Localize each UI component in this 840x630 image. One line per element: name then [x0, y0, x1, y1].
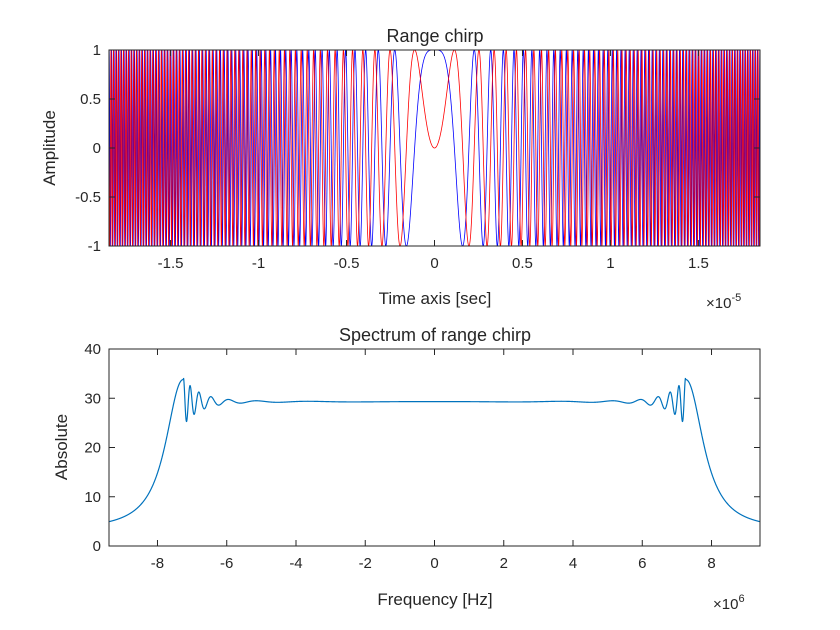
- spectrum-x-tick-label: 6: [638, 555, 646, 572]
- spectrum-x-exponent: ×106: [713, 593, 745, 613]
- chirp-x-exponent: ×10-5: [706, 292, 741, 312]
- spectrum-series-line: [109, 377, 760, 523]
- spectrum-x-tick-label: 0: [430, 555, 438, 572]
- chirp-real-series-line: [109, 50, 760, 246]
- chirp-x-tick-label: 1.5: [688, 255, 709, 272]
- chirp-subplot: Range chirp -1.5 -1 -0.5 0 0.5 1 1.5 -1 -0.5 0 0.…: [40, 26, 761, 312]
- spectrum-y-tick-label: 30: [84, 390, 101, 407]
- spectrum-y-tick-label: 40: [84, 341, 101, 358]
- spectrum-y-tick-label: 20: [84, 440, 101, 457]
- spectrum-x-tick-label: -2: [359, 555, 372, 572]
- chirp-y-tick-label: 0.5: [80, 91, 101, 108]
- spectrum-x-axis-label: Frequency [Hz]: [377, 590, 492, 609]
- spectrum-x-tick-label: 8: [707, 555, 715, 572]
- spectrum-x-tick-label: 2: [500, 555, 508, 572]
- spectrum-subplot: Spectrum of range chirp -8 -6 -4 -2 0 2 4 6 8 0 1…: [52, 325, 761, 613]
- chirp-y-axis-label: Amplitude: [40, 110, 59, 186]
- chirp-title: Range chirp: [386, 26, 483, 46]
- chirp-plot-area: [109, 50, 760, 246]
- chirp-x-tick-label: 1: [606, 255, 614, 272]
- spectrum-y-ticks: 0 10 20 30 40: [84, 341, 760, 555]
- chirp-y-tick-label: -1: [88, 238, 101, 255]
- spectrum-x-tick-label: -8: [151, 555, 164, 572]
- chirp-x-ticks: -1.5 -1 -0.5 0 0.5 1 1.5: [158, 50, 709, 272]
- spectrum-x-tick-label: -4: [289, 555, 302, 572]
- chirp-y-ticks: -1 -0.5 0 0.5 1: [75, 42, 760, 255]
- spectrum-title: Spectrum of range chirp: [339, 325, 531, 345]
- chirp-imaginary-series-line: [109, 50, 760, 246]
- spectrum-x-ticks: -8 -6 -4 -2 0 2 4 6 8: [151, 349, 716, 572]
- chirp-x-axis-label: Time axis [sec]: [379, 289, 492, 308]
- chirp-y-tick-label: 1: [93, 42, 101, 59]
- spectrum-y-tick-label: 0: [93, 538, 101, 555]
- chirp-y-tick-label: 0: [93, 140, 101, 157]
- spectrum-y-tick-label: 10: [84, 489, 101, 506]
- spectrum-x-tick-label: 4: [569, 555, 577, 572]
- chirp-x-tick-label: -1.5: [158, 255, 184, 272]
- spectrum-plot-area: [109, 377, 760, 523]
- spectrum-y-axis-label: Absolute: [52, 414, 71, 480]
- chirp-y-tick-label: -0.5: [75, 189, 101, 206]
- chirp-x-tick-label: 0: [430, 255, 438, 272]
- spectrum-x-tick-label: -6: [220, 555, 233, 572]
- chirp-x-tick-label: -0.5: [334, 255, 360, 272]
- chirp-x-tick-label: 0.5: [512, 255, 533, 272]
- chirp-x-tick-label: -1: [252, 255, 265, 272]
